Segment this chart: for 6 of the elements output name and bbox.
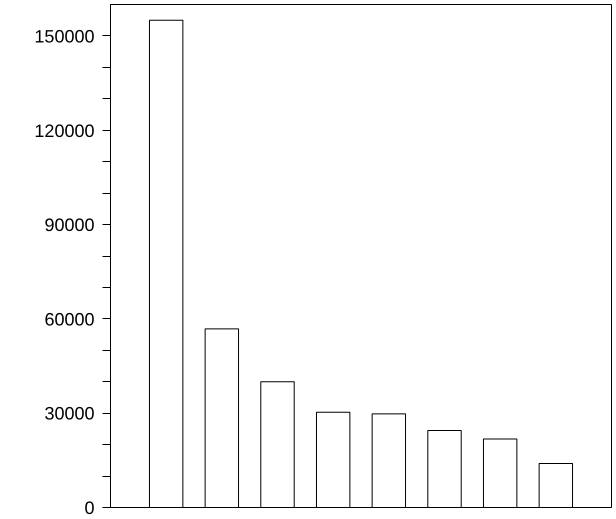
y-tick-label: 30000 bbox=[44, 404, 95, 424]
y-tick-label: 60000 bbox=[44, 309, 95, 330]
y-tick-label: 150000 bbox=[34, 26, 95, 46]
y-tick-label: 90000 bbox=[44, 215, 95, 236]
y-tick-label: 0 bbox=[84, 498, 95, 518]
y-tick-label: 120000 bbox=[34, 120, 95, 141]
